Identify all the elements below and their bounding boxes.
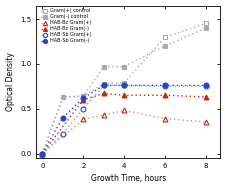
Legend: Gram(+) control, Gram(-) control, HAB-Bz Gram(+), HAB-Bz Gram(-), HAB-Sb Gram(+): Gram(+) control, Gram(-) control, HAB-Bz… — [40, 8, 91, 44]
Y-axis label: Optical Density: Optical Density — [6, 52, 14, 111]
X-axis label: Growth Time, hours: Growth Time, hours — [90, 174, 165, 184]
